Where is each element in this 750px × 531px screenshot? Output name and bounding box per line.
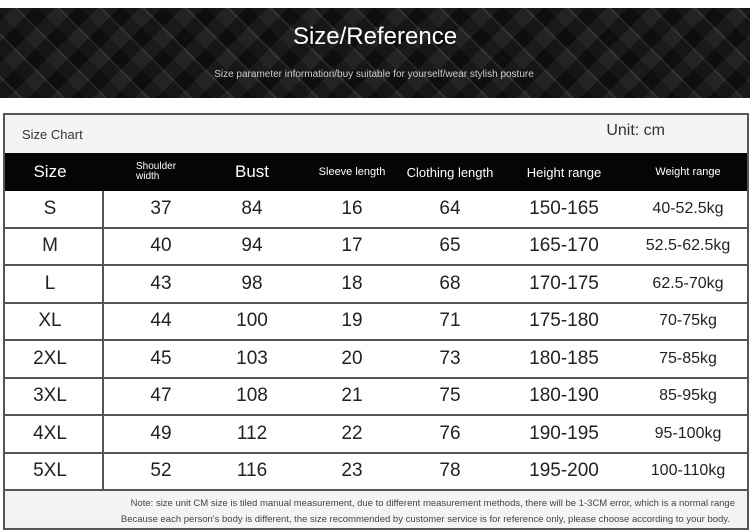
column-header: Clothing length: [406, 164, 494, 180]
table-row: 2XL 45 103 20 73 180-185 75-85kg: [5, 341, 747, 379]
value-cell: 94: [241, 235, 263, 257]
chart-label: Size Chart: [22, 127, 83, 142]
column-header: Weight range: [655, 166, 721, 178]
value-cell: 100-110kg: [650, 462, 726, 480]
column-divider: [102, 341, 104, 377]
value-cell: 40-52.5kg: [652, 199, 724, 217]
value-cell: 49: [150, 422, 172, 444]
column-divider: [102, 378, 104, 414]
size-cell: S: [43, 197, 57, 219]
column-divider: [102, 191, 104, 227]
value-cell: 98: [241, 272, 263, 294]
size-cell: 4XL: [33, 422, 67, 444]
value-cell: 47: [150, 385, 172, 407]
note-line-2: Because each person's body is different,…: [120, 514, 730, 525]
value-cell: 84: [241, 197, 263, 219]
value-cell: 44: [150, 310, 172, 332]
note-line-1: Note: size unit CM size is tiled manual …: [130, 498, 735, 509]
column-header: Sleeve length: [318, 166, 386, 178]
column-header: Bust: [234, 162, 270, 181]
value-cell: 21: [341, 385, 363, 407]
value-cell: 78: [439, 460, 461, 482]
value-cell: 85-95kg: [659, 387, 717, 405]
value-cell: 116: [236, 460, 268, 482]
banner-subtitle: Size parameter information/buy suitable …: [214, 69, 534, 80]
value-cell: 180-185: [529, 347, 599, 369]
table-body: S 37 84 16 64 150-165 40-52.5kg M 40 94 17 65 165-17…: [5, 191, 747, 491]
value-cell: 20: [341, 347, 363, 369]
value-cell: 16: [341, 197, 363, 219]
value-cell: 68: [439, 272, 461, 294]
value-cell: 103: [236, 347, 268, 369]
value-cell: 71: [439, 310, 461, 332]
value-cell: 180-190: [529, 385, 599, 407]
banner-title: Size/Reference: [292, 23, 458, 50]
value-cell: 70-75kg: [659, 312, 717, 330]
value-cell: 23: [341, 460, 363, 482]
column-header: Size: [33, 162, 67, 181]
value-cell: 175-180: [529, 310, 599, 332]
table-row: S 37 84 16 64 150-165 40-52.5kg: [5, 191, 747, 229]
value-cell: 37: [150, 197, 172, 219]
table-row: 4XL 49 112 22 76 190-195 95-100kg: [5, 416, 747, 454]
size-chart: Size Chart Unit: cm Size Shoulder width Bu…: [3, 113, 749, 530]
column-divider: [102, 303, 104, 339]
column-divider: [102, 416, 104, 452]
value-cell: 195-200: [529, 460, 599, 482]
value-cell: 190-195: [529, 422, 599, 444]
value-cell: 150-165: [529, 197, 599, 219]
value-cell: 76: [439, 422, 461, 444]
value-cell: 108: [236, 385, 268, 407]
table-row: L 43 98 18 68 170-175 62.5-70kg: [5, 266, 747, 304]
column-divider: [102, 228, 104, 264]
value-cell: 62.5-70kg: [652, 274, 724, 292]
size-cell: M: [42, 235, 58, 257]
table-header: Size Shoulder width Bust Sleeve length Cloth…: [5, 153, 747, 191]
column-header: Height range: [526, 164, 602, 180]
unit-label: Unit: cm: [606, 122, 665, 139]
value-cell: 170-175: [529, 272, 599, 294]
value-cell: 43: [150, 272, 172, 294]
table-row: 5XL 52 116 23 78 195-200 100-110kg: [5, 453, 747, 491]
size-cell: 3XL: [33, 385, 67, 407]
value-cell: 52.5-62.5kg: [645, 237, 731, 255]
value-cell: 165-170: [529, 235, 599, 257]
size-cell: L: [44, 272, 56, 294]
size-cell: 2XL: [33, 347, 67, 369]
value-cell: 75-85kg: [659, 349, 717, 367]
value-cell: 19: [341, 310, 363, 332]
column-divider: [102, 266, 104, 302]
column-divider: [102, 453, 104, 489]
size-cell: 5XL: [33, 460, 67, 482]
size-cell: XL: [38, 310, 62, 332]
table-row: 3XL 47 108 21 75 180-190 85-95kg: [5, 378, 747, 416]
value-cell: 95-100kg: [654, 424, 722, 442]
value-cell: 112: [236, 422, 268, 444]
column-header: Shoulder width: [136, 161, 177, 182]
table-row: M 40 94 17 65 165-170 52.5-62.5kg: [5, 228, 747, 266]
value-cell: 40: [150, 235, 172, 257]
value-cell: 64: [439, 197, 461, 219]
value-cell: 73: [439, 347, 461, 369]
value-cell: 100: [236, 310, 268, 332]
value-cell: 65: [439, 235, 461, 257]
value-cell: 22: [341, 422, 363, 444]
header-banner: Size/Reference Size parameter informatio…: [0, 8, 750, 98]
value-cell: 45: [150, 347, 172, 369]
table-row: XL 44 100 19 71 175-180 70-75kg: [5, 303, 747, 341]
value-cell: 52: [150, 460, 172, 482]
value-cell: 17: [341, 235, 363, 257]
value-cell: 75: [439, 385, 461, 407]
value-cell: 18: [341, 272, 363, 294]
